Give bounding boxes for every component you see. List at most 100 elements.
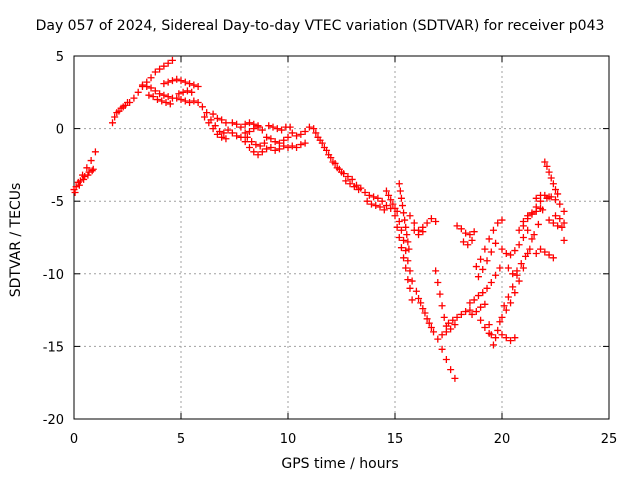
data-point <box>111 113 119 121</box>
data-point <box>470 296 478 304</box>
data-point <box>269 123 277 131</box>
data-point <box>275 145 283 153</box>
data-point <box>153 96 161 104</box>
plot-frame <box>73 55 610 420</box>
data-point <box>194 82 202 90</box>
data-point <box>554 222 562 230</box>
data-point <box>398 202 406 210</box>
data-point <box>528 209 536 217</box>
data-point <box>494 219 502 227</box>
data-point <box>335 165 343 173</box>
data-point <box>560 207 568 215</box>
data-point <box>318 139 326 147</box>
data-point <box>177 77 185 85</box>
data-point <box>400 209 408 217</box>
data-point <box>517 260 525 268</box>
data-point <box>395 234 403 241</box>
x-tick-label: 15 <box>387 432 404 447</box>
data-point <box>224 126 232 134</box>
data-point <box>487 248 495 256</box>
data-point <box>241 138 249 146</box>
data-point <box>438 345 446 353</box>
data-point <box>447 366 455 374</box>
data-point <box>442 328 450 336</box>
data-point <box>511 289 519 297</box>
y-axis-label: SDTVAR / TECUs <box>8 182 24 298</box>
data-point <box>451 374 459 382</box>
data-point <box>532 249 540 257</box>
data-point <box>213 114 221 122</box>
data-point <box>442 355 450 363</box>
data-point <box>404 238 412 246</box>
data-point <box>109 119 117 127</box>
data-point <box>293 143 301 151</box>
data-point <box>72 183 80 191</box>
data-point <box>547 174 555 182</box>
data-point <box>151 68 159 76</box>
data-point <box>500 302 508 310</box>
data-point <box>194 98 202 106</box>
data-point <box>466 306 474 314</box>
data-point <box>434 335 442 343</box>
data-point <box>76 177 84 185</box>
data-point <box>160 62 168 70</box>
data-point <box>498 331 506 339</box>
data-point <box>363 197 371 205</box>
data-point <box>410 219 418 227</box>
data-point <box>288 129 296 137</box>
data-point <box>346 180 354 188</box>
data-point <box>288 142 296 150</box>
data-point <box>252 141 260 149</box>
data-point <box>474 292 482 300</box>
data-point <box>445 319 452 327</box>
data-point <box>301 128 309 136</box>
data-point <box>474 273 482 281</box>
data-point <box>492 271 500 279</box>
data-point <box>554 190 562 198</box>
data-point <box>560 236 568 244</box>
data-point <box>218 116 226 124</box>
data-point <box>401 216 409 224</box>
data-point <box>173 75 181 83</box>
data-point <box>485 329 493 337</box>
data-point <box>502 249 510 257</box>
data-point <box>183 87 191 95</box>
data-point <box>462 229 470 237</box>
data-point <box>511 247 519 255</box>
data-point <box>209 110 217 118</box>
data-point <box>305 123 313 131</box>
data-point <box>310 125 318 133</box>
data-point <box>297 130 305 138</box>
data-point <box>507 337 515 345</box>
data-point <box>519 234 527 241</box>
data-point <box>511 334 519 342</box>
data-point <box>263 145 271 153</box>
data-point <box>372 202 380 210</box>
data-point <box>201 113 209 121</box>
data-point <box>397 226 405 234</box>
data-point <box>402 247 410 255</box>
data-point <box>278 126 286 134</box>
data-point <box>479 289 487 297</box>
data-point <box>402 264 410 272</box>
data-point <box>355 186 363 194</box>
data-point <box>423 219 431 227</box>
data-point <box>181 97 189 105</box>
data-point <box>301 139 309 147</box>
data-point <box>143 82 151 90</box>
data-point <box>436 290 444 298</box>
data-point <box>402 223 410 231</box>
data-point <box>188 88 196 96</box>
data-point <box>423 315 431 323</box>
data-point <box>245 119 253 127</box>
data-point <box>258 126 266 134</box>
data-point <box>293 132 301 140</box>
x-tick-label: 25 <box>601 432 618 447</box>
data-point <box>396 187 404 195</box>
data-point <box>532 194 540 202</box>
data-point <box>543 162 551 170</box>
data-point <box>447 325 455 333</box>
data-point <box>89 165 97 173</box>
data-point <box>449 316 457 324</box>
data-point <box>412 287 420 295</box>
